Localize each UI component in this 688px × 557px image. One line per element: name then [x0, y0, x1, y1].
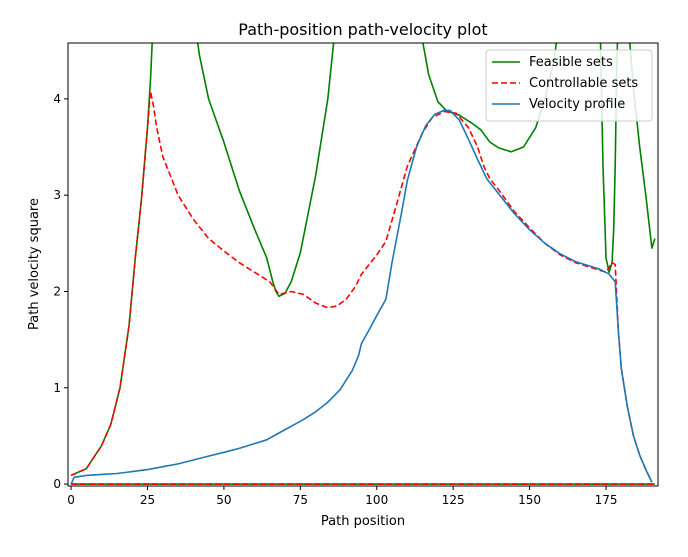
- legend-label-velocity-profile: Velocity profile: [529, 97, 625, 112]
- y-axis-ticks: 0 1 2 3 4: [53, 92, 68, 491]
- x-tick-label: 25: [140, 493, 155, 507]
- y-tick-label: 1: [53, 381, 61, 395]
- y-tick-label: 2: [53, 284, 61, 298]
- plot-frame: [67, 42, 659, 487]
- y-tick-label: 0: [53, 477, 61, 491]
- chart-title: Path-position path-velocity plot: [238, 20, 487, 39]
- x-tick-label: 100: [365, 493, 388, 507]
- y-tick-label: 4: [53, 92, 61, 106]
- x-tick-label: 50: [216, 493, 231, 507]
- controllable-sets-line: [70, 90, 653, 483]
- x-tick-label: 0: [67, 493, 75, 507]
- legend-box: [485, 49, 653, 122]
- y-tick-label: 3: [53, 188, 61, 202]
- x-tick-label: 125: [442, 493, 465, 507]
- legend-label-feasible-sets: Feasible sets: [529, 55, 613, 70]
- y-axis-label: Path velocity square: [27, 198, 42, 330]
- velocity-profile-line: [70, 109, 653, 485]
- x-axis-ticks: 0 25 50 75 100 125 150 175: [67, 486, 617, 507]
- x-tick-label: 150: [518, 493, 541, 507]
- x-tick-label: 75: [293, 493, 308, 507]
- series-layer: [70, 43, 656, 485]
- x-tick-label: 175: [595, 493, 618, 507]
- legend: Feasible sets Controllable sets Velocity p…: [485, 49, 653, 122]
- legend-label-controllable-sets: Controllable sets: [529, 76, 638, 91]
- x-axis-label: Path position: [321, 514, 405, 529]
